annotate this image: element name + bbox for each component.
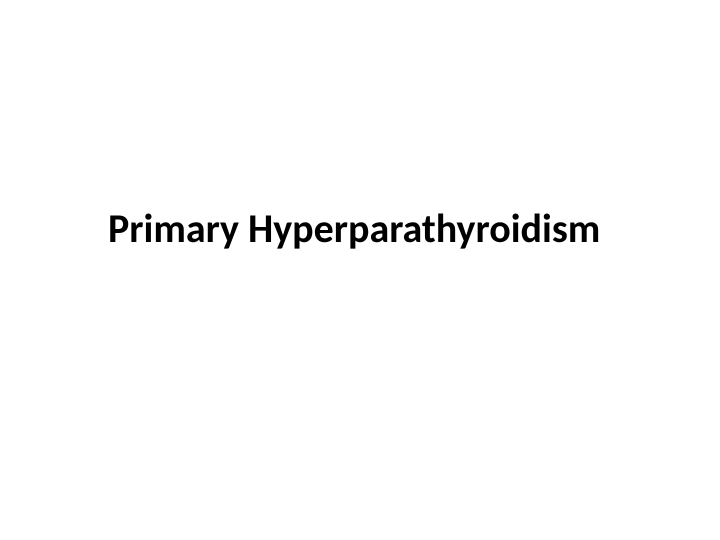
slide-title: Primary Hyperparathyroidism: [108, 204, 600, 253]
slide-container: Primary Hyperparathyroidism: [0, 0, 720, 540]
